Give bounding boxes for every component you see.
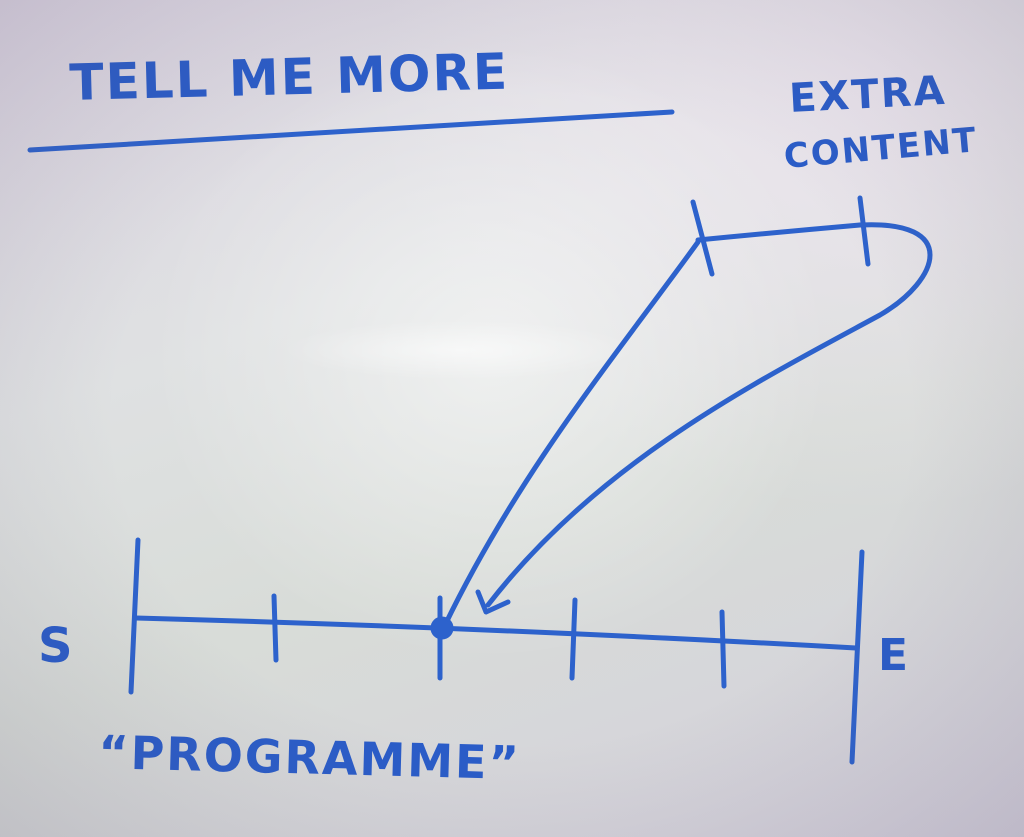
extra-content-line1: EXTRA xyxy=(788,68,947,122)
timeline-tick-3 xyxy=(569,597,578,681)
programme-caption: “PROGRAMME” xyxy=(98,725,522,790)
start-label: S xyxy=(38,618,75,674)
board-glare xyxy=(280,320,640,380)
extra-content-line2: CONTENT xyxy=(782,120,979,177)
extra-segment-tick-left xyxy=(690,199,715,277)
title-underline xyxy=(27,109,675,153)
jump-out-path xyxy=(442,239,701,628)
current-position-marker xyxy=(430,616,454,640)
title-text: TELL ME MORE xyxy=(69,43,510,112)
extra-segment-tick-right xyxy=(857,195,871,267)
timeline-tick-1 xyxy=(271,593,279,663)
end-label: E xyxy=(878,630,910,681)
return-arrowhead xyxy=(475,589,511,615)
extra-content-segment xyxy=(695,222,863,243)
timeline-tick-4 xyxy=(719,609,727,689)
timeline-start-tick xyxy=(128,537,141,695)
timeline-end-tick xyxy=(849,549,865,765)
timeline-line xyxy=(133,615,859,651)
return-path xyxy=(485,222,933,608)
